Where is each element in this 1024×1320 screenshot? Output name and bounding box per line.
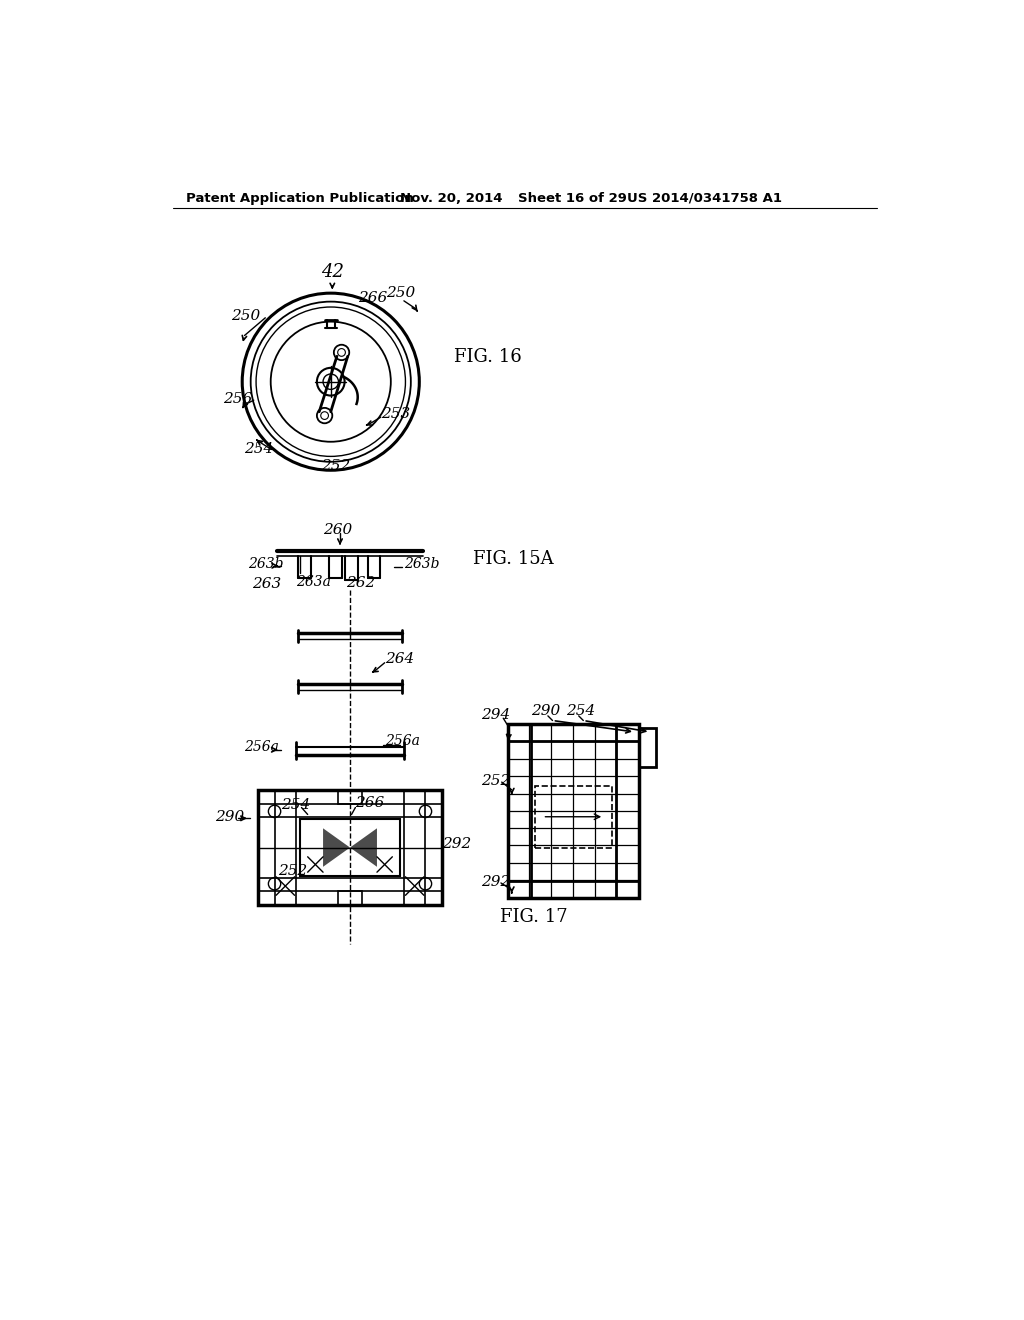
Bar	[535, 785, 611, 847]
Bar	[639, 729, 655, 767]
Text: 252: 252	[279, 863, 307, 878]
Text: 290: 290	[531, 705, 560, 718]
Text: FIG. 17: FIG. 17	[500, 908, 567, 925]
Text: 250: 250	[386, 286, 416, 300]
Text: 250: 250	[230, 309, 260, 323]
Bar	[300, 818, 400, 876]
Text: 254: 254	[566, 705, 596, 718]
Text: FIG. 16: FIG. 16	[454, 348, 521, 366]
Text: 264: 264	[385, 652, 414, 665]
Text: 292: 292	[481, 875, 510, 890]
Polygon shape	[323, 829, 350, 867]
Text: 252: 252	[481, 774, 510, 788]
Text: 263b: 263b	[249, 557, 284, 572]
Text: 256a: 256a	[385, 734, 420, 748]
Text: 260: 260	[323, 523, 352, 536]
Bar	[339, 891, 361, 906]
Text: 252: 252	[322, 459, 351, 474]
Polygon shape	[350, 829, 377, 867]
Text: 263a: 263a	[296, 576, 331, 589]
Text: 290: 290	[215, 809, 245, 824]
Bar	[508, 725, 639, 898]
Text: 263b: 263b	[403, 557, 439, 572]
Text: 254: 254	[281, 799, 310, 812]
Text: Sheet 16 of 29: Sheet 16 of 29	[518, 191, 627, 205]
Text: Patent Application Publication: Patent Application Publication	[186, 191, 414, 205]
Text: 256a: 256a	[245, 739, 280, 754]
Text: 266: 266	[355, 796, 385, 810]
Text: FIG. 15A: FIG. 15A	[473, 550, 554, 568]
Text: 262: 262	[346, 577, 376, 590]
Text: 266: 266	[358, 290, 388, 305]
Text: US 2014/0341758 A1: US 2014/0341758 A1	[628, 191, 782, 205]
Text: 254: 254	[245, 442, 273, 457]
Bar	[339, 789, 361, 804]
Text: 253: 253	[381, 407, 410, 421]
Text: 294: 294	[481, 708, 510, 722]
Text: Nov. 20, 2014: Nov. 20, 2014	[400, 191, 503, 205]
Text: 256: 256	[223, 392, 252, 405]
Text: 42: 42	[321, 264, 344, 281]
Text: 263: 263	[252, 577, 282, 591]
Text: 292: 292	[442, 837, 472, 850]
Bar	[258, 789, 442, 906]
